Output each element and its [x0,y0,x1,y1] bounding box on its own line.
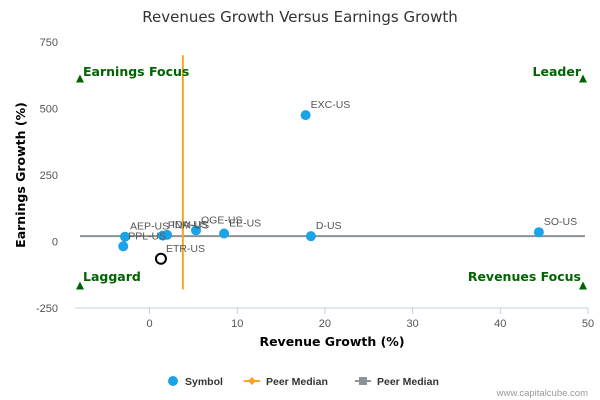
y-axis-ticks: -250 0 250 500 750 [36,37,58,315]
data-label-aep-us: AEP-US [130,221,169,233]
quadrant-label-leader: Leader [533,64,582,79]
data-point-ppl-us [118,241,129,252]
data-label-so-us: SO-US [544,216,577,228]
data-label-etr-us: ETR-US [166,243,205,255]
x-tick-label: 30 [406,318,418,330]
credit-text: www.capitalcube.com [496,388,588,399]
data-label-pnm-us: PNM-US [168,220,209,232]
data-label-d-us: D-US [316,220,342,232]
data-point-exc-us [300,110,311,121]
x-tick-label: 50 [582,318,594,330]
quadrant-label-laggard: Laggard [83,269,141,284]
y-axis-title: Earnings Growth (%) [13,102,28,248]
x-axis-ticks: 0 10 20 30 40 50 [146,308,594,330]
legend-symbol-label: Symbol [185,376,223,388]
data-label-ppl-us: PPL-US [128,230,166,242]
y-tick-label: 250 [40,170,58,182]
data-point-d-us [305,231,316,242]
data-point-ida-us [162,229,173,240]
quadrant-marker-top-left [76,74,84,83]
x-tick-label: 40 [494,318,506,330]
data-point-ee-us [219,228,230,239]
quadrant-marker-bottom-right [579,281,587,290]
chart-title: Revenues Growth Versus Earnings Growth [142,8,458,26]
y-tick-label: -250 [36,303,58,315]
legend-median-x-label: Peer Median [266,376,328,388]
data-label-ee-us: EE-US [229,218,261,230]
quadrant-marker-bottom-left [76,281,84,290]
quadrant-label-revenues-focus: Revenues Focus [468,269,581,284]
data-point-etr-us [154,252,167,265]
legend: Symbol Peer Median Peer Median [168,376,439,388]
x-axis-title: Revenue Growth (%) [259,334,404,349]
x-tick-label: 0 [146,318,152,330]
data-label-exc-us: EXC-US [311,99,351,111]
data-point-oge-us [191,225,202,236]
peer-median-lines [80,55,585,290]
quadrant-label-earnings-focus: Earnings Focus [83,64,189,79]
quadrant-labels: Earnings Focus Leader Laggard Revenues Focu… [76,64,587,290]
legend-median-y-label: Peer Median [377,376,439,388]
y-tick-label: 0 [52,237,58,249]
y-tick-label: 500 [40,104,58,116]
data-label-oge-us: OGE-US [201,214,242,226]
legend-median-x-marker [248,377,256,385]
x-tick-label: 20 [319,318,331,330]
data-label-ida-us: IDA-US [172,219,208,231]
data-point-aep-us [119,231,130,242]
quadrant-marker-top-right [579,74,587,83]
legend-median-y-marker [359,377,367,385]
x-tick-label: 10 [231,318,243,330]
data-point-so-us [533,227,544,238]
legend-symbol-marker [168,376,178,386]
y-tick-label: 750 [40,37,58,49]
